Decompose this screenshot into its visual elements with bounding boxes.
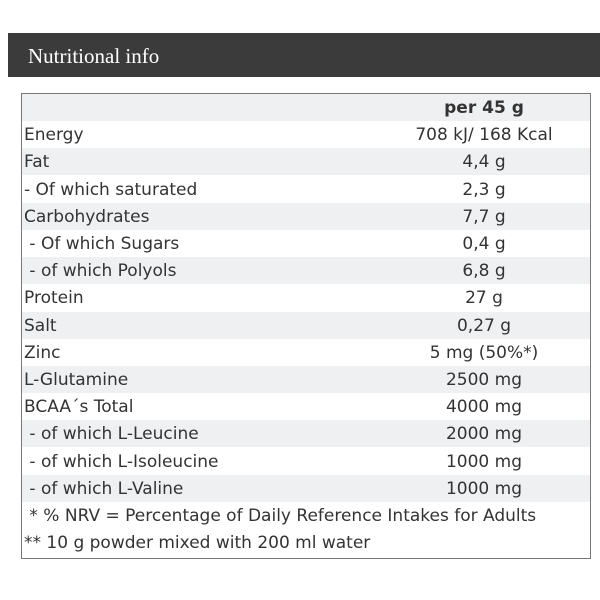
nutrient-value: 0,27 g — [456, 315, 512, 336]
nutrient-value: 1000 mg — [445, 451, 523, 472]
nutrient-name: Carbohydrates — [24, 206, 150, 227]
header-title: Nutritional info — [28, 44, 160, 68]
table-row: L-Glutamine 2500 mg — [22, 366, 590, 393]
nutrient-value: 6,8 g — [462, 261, 506, 282]
nutrient-name: Protein — [24, 288, 84, 309]
nutrient-value: 27 g — [465, 288, 503, 309]
column-header: per 45 g — [444, 98, 524, 118]
nutrient-value: 4,4 g — [462, 152, 506, 173]
footnote: * % NRV = Percentage of Daily Reference … — [24, 506, 537, 526]
table-row: Fat 4,4 g — [22, 148, 590, 176]
nutrient-name: Salt — [24, 315, 57, 336]
nutrient-value: 2,3 g — [462, 179, 506, 200]
table-row: - of which L-Valine 1000 mg — [22, 474, 590, 502]
nutrient-name: Energy — [24, 125, 84, 146]
table-row: * % NRV = Percentage of Daily Reference … — [22, 502, 590, 529]
nutrient-name: - of which L-Valine — [24, 478, 184, 499]
table-row: Energy 708 kJ/ 168 Kcal — [22, 121, 590, 148]
nutrition-table: per 45 g Energy 708 kJ/ 168 Kcal Fat 4,4 g - … — [21, 93, 591, 559]
table-row: - of which L-Leucine 2000 mg — [22, 420, 590, 448]
table-row: Carbohydrates 7,7 g — [22, 202, 590, 230]
nutrient-name: L-Glutamine — [24, 370, 129, 390]
nutrient-value: 1000 mg — [445, 478, 523, 499]
nutrient-name: - Of which saturated — [24, 179, 198, 200]
table-row: Protein 27 g — [22, 284, 590, 311]
nutrient-name: Zinc — [24, 342, 61, 363]
nutrient-value: 2500 mg — [445, 370, 523, 390]
table-row: per 45 g — [22, 94, 590, 121]
table-row: - of which L-Isoleucine 1000 mg — [22, 448, 590, 475]
nutrient-value: 5 mg (50%*) — [429, 342, 539, 363]
table-row: - Of which saturated 2,3 g — [22, 176, 590, 203]
table-row: Zinc 5 mg (50%*) — [22, 339, 590, 366]
nutrient-name: - of which Polyols — [24, 261, 177, 282]
nutrient-value: 708 kJ/ 168 Kcal — [415, 125, 553, 146]
nutrient-name: Fat — [24, 152, 50, 173]
nutrient-name: - of which L-Leucine — [24, 424, 199, 445]
nutrient-name: - of which L-Isoleucine — [24, 451, 219, 472]
table-row: - Of which Sugars 0,4 g — [22, 230, 590, 257]
footnote: ** 10 g powder mixed with 200 ml water — [24, 533, 371, 554]
nutrient-value: 4000 mg — [445, 397, 523, 418]
nutrient-value: 2000 mg — [445, 424, 523, 445]
nutrient-name: - Of which Sugars — [24, 234, 180, 254]
table-row: ** 10 g powder mixed with 200 ml water — [22, 529, 590, 556]
nutrient-value: 7,7 g — [462, 206, 506, 227]
header-bar: Nutritional info — [8, 33, 600, 77]
table-row: Salt 0,27 g — [22, 311, 590, 339]
nutrient-value: 0,4 g — [462, 234, 506, 254]
table-row: - of which Polyols 6,8 g — [22, 257, 590, 285]
nutrient-name: BCAA´s Total — [24, 397, 134, 418]
table-row: BCAA´s Total 4000 mg — [22, 393, 590, 420]
